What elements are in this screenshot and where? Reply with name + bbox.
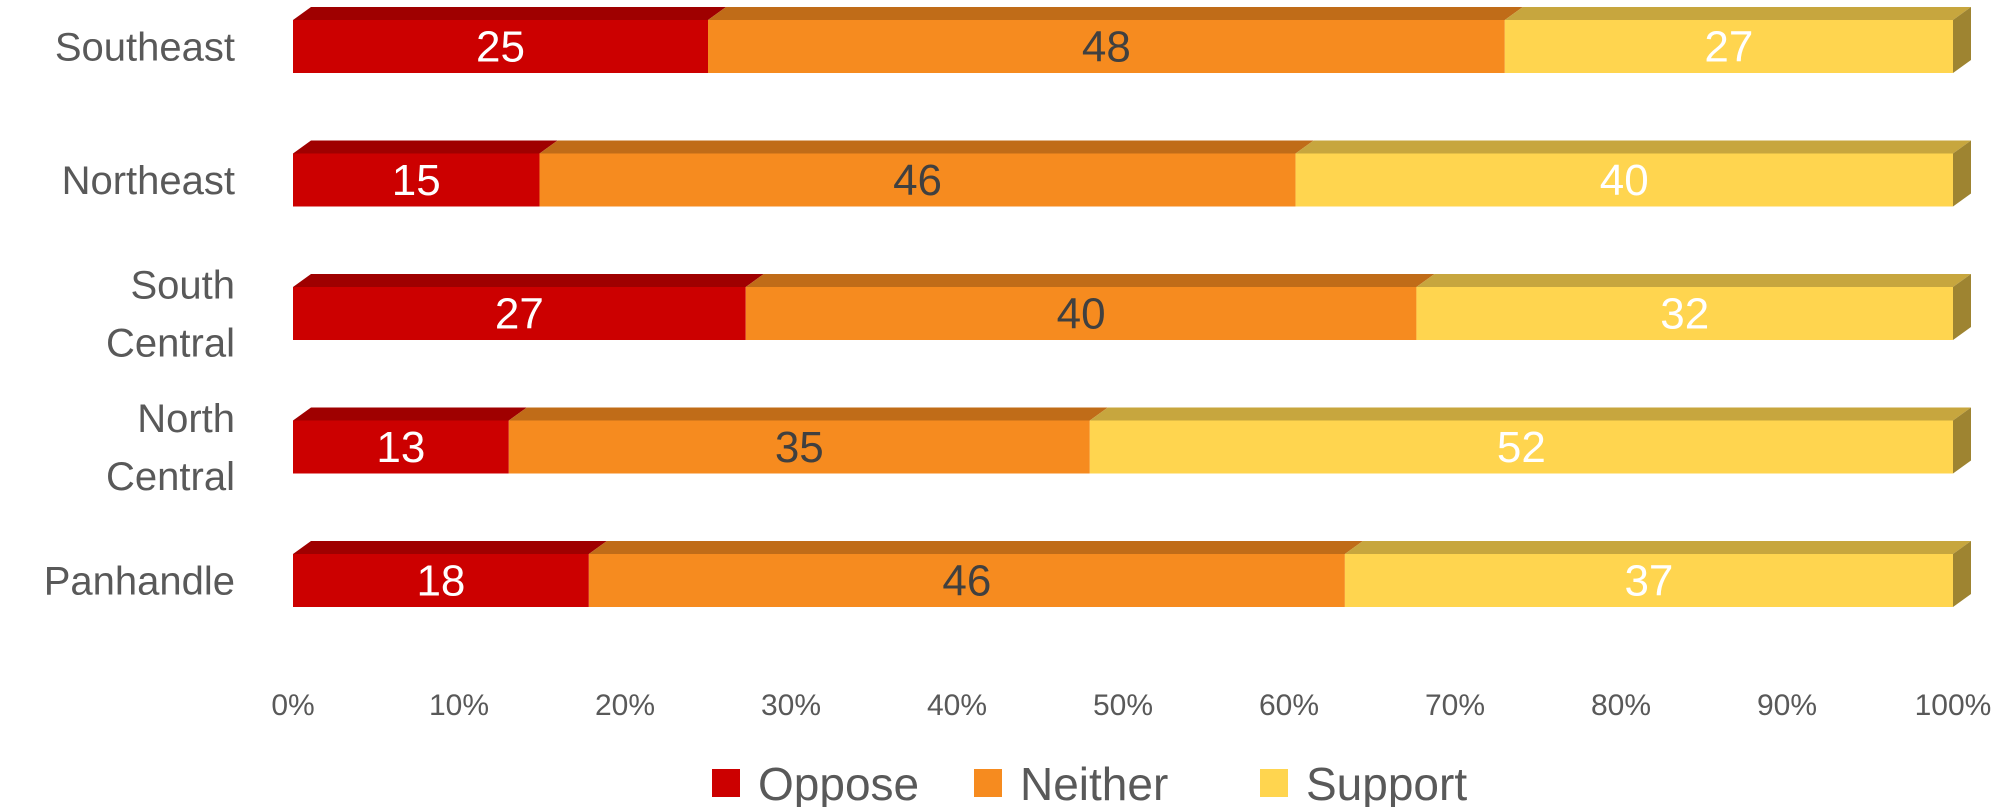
bar-row: 18 46 37	[293, 541, 1971, 607]
bar-segment-neither	[508, 420, 1090, 474]
bar-segment-top-support	[1295, 140, 1971, 154]
bar-segment-support	[1416, 287, 1953, 340]
bar-segment-oppose	[293, 153, 540, 207]
bar-segment-oppose	[293, 287, 746, 340]
x-tick-label: 80%	[1591, 689, 1651, 722]
legend-swatch	[712, 769, 740, 797]
bar-segment-top-neither	[745, 274, 1435, 287]
bar-segment-top-support	[1416, 274, 1971, 287]
data-label-support: 52	[1497, 423, 1546, 472]
bar-side-face	[1953, 140, 1971, 207]
x-tick-label: 100%	[1915, 689, 1992, 722]
data-label-neither: 40	[1057, 290, 1106, 339]
category-label: Panhandle	[44, 560, 235, 604]
bar-segment-top-support	[1089, 407, 1971, 421]
data-label-neither: 35	[775, 423, 824, 472]
data-label-oppose: 15	[392, 156, 441, 205]
data-label-support: 32	[1660, 290, 1709, 339]
bar-side-face	[1953, 274, 1971, 340]
x-tick-label: 0%	[271, 689, 314, 722]
data-label-support: 27	[1704, 23, 1753, 72]
bar-segment-oppose	[293, 420, 509, 474]
data-label-oppose: 27	[495, 290, 544, 339]
bars-group: 25 48 27 15 46 40 27 40 32 13 35 52 18 46 37	[293, 7, 1971, 607]
category-label: North Central	[106, 397, 235, 499]
bar-side-face	[1953, 7, 1971, 73]
legend-item-support: Support	[1260, 758, 1467, 807]
legend-label: Neither	[1020, 758, 1168, 807]
legend-swatch	[974, 769, 1002, 797]
bar-segment-top-oppose	[293, 140, 558, 154]
data-label-oppose: 13	[376, 423, 425, 472]
data-label-neither: 46	[942, 557, 991, 606]
legend-item-neither: Neither	[974, 758, 1168, 807]
category-labels: Southeast Northeast South Central North Centr…	[44, 26, 235, 604]
bar-segment-top-neither	[508, 407, 1108, 421]
legend-swatch	[1260, 769, 1288, 797]
legend-item-oppose: Oppose	[712, 758, 919, 807]
bar-row: 13 35 52	[293, 407, 1971, 474]
data-label-support: 37	[1624, 557, 1673, 606]
data-label-support: 40	[1600, 156, 1649, 205]
x-tick-label: 70%	[1425, 689, 1485, 722]
data-label-neither: 48	[1082, 23, 1131, 72]
bar-segment-top-neither	[588, 541, 1363, 554]
bar-segment-support	[1504, 20, 1953, 73]
data-label-neither: 46	[893, 156, 942, 205]
bar-row: 15 46 40	[293, 140, 1971, 207]
legend: Oppose Neither Support	[712, 758, 1467, 807]
bar-segment-top-oppose	[293, 7, 726, 20]
bar-row: 27 40 32	[293, 274, 1971, 340]
bar-segment-support	[1295, 153, 1953, 207]
x-tick-label: 60%	[1259, 689, 1319, 722]
x-axis-ticks: 0% 10% 20% 30% 40% 50% 60% 70% 80% 90% 100%	[271, 689, 1991, 722]
x-tick-label: 20%	[595, 689, 655, 722]
bar-segment-oppose	[293, 20, 708, 73]
legend-label: Support	[1306, 758, 1467, 807]
bar-segment-oppose	[293, 554, 589, 607]
data-label-oppose: 25	[476, 23, 525, 72]
bar-segment-neither	[588, 554, 1345, 607]
bar-segment-neither	[539, 153, 1296, 207]
bar-side-face	[1953, 407, 1971, 474]
x-tick-label: 90%	[1757, 689, 1817, 722]
category-label: South Central	[106, 264, 235, 366]
x-tick-label: 50%	[1093, 689, 1153, 722]
bar-segment-support	[1344, 554, 1953, 607]
bar-side-face	[1953, 541, 1971, 607]
bar-row: 25 48 27	[293, 7, 1971, 73]
bar-segment-top-support	[1504, 7, 1971, 20]
bar-segment-neither	[708, 20, 1505, 73]
legend-label: Oppose	[758, 758, 919, 807]
category-label: Northeast	[62, 159, 235, 203]
category-label: Southeast	[55, 26, 235, 70]
bar-segment-support	[1089, 420, 1953, 474]
bar-segment-top-neither	[708, 7, 1523, 20]
data-label-oppose: 18	[416, 557, 465, 606]
x-tick-label: 30%	[761, 689, 821, 722]
x-tick-label: 10%	[429, 689, 489, 722]
bar-segment-top-oppose	[293, 541, 607, 554]
bar-segment-top-support	[1344, 541, 1971, 554]
bar-segment-top-oppose	[293, 274, 764, 287]
bar-segment-top-oppose	[293, 407, 527, 421]
bar-segment-neither	[745, 287, 1417, 340]
x-tick-label: 40%	[927, 689, 987, 722]
bar-segment-top-neither	[539, 140, 1314, 154]
